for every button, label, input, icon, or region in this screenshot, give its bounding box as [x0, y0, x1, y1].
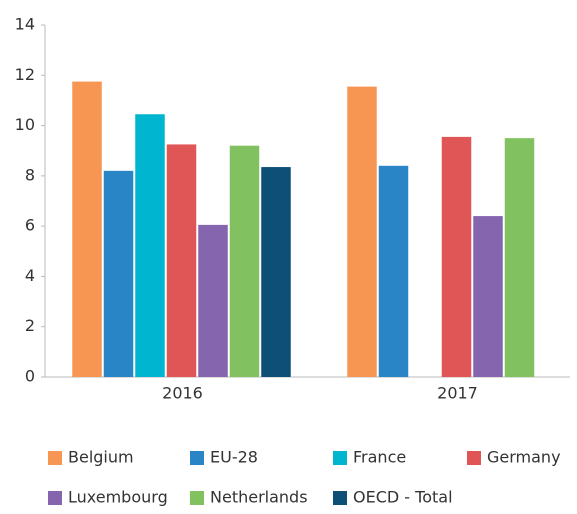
bar — [229, 145, 260, 377]
bar — [504, 138, 535, 377]
bar — [198, 224, 228, 377]
y-tick-label: 6 — [25, 216, 35, 235]
bar — [261, 167, 291, 377]
y-tick-label: 12 — [15, 65, 35, 84]
y-tick-label: 0 — [25, 367, 35, 386]
x-tick-label: 2016 — [162, 384, 203, 403]
bar — [135, 114, 165, 377]
bar — [166, 144, 197, 377]
y-tick-label: 10 — [15, 115, 35, 134]
legend-label: Luxembourg — [68, 488, 168, 507]
legend-swatch — [333, 491, 347, 505]
bar — [72, 81, 102, 378]
legend-label: EU-28 — [210, 448, 258, 467]
legend-swatch — [190, 451, 204, 465]
legend-label: Germany — [487, 448, 561, 467]
legend-swatch — [333, 451, 347, 465]
bar — [378, 165, 409, 377]
legend-swatch — [48, 451, 62, 465]
y-tick-label: 14 — [15, 15, 35, 34]
legend-label: Netherlands — [210, 488, 308, 507]
bar — [473, 216, 503, 377]
legend-swatch — [48, 491, 62, 505]
legend-label: OECD - Total — [353, 488, 453, 507]
y-tick-label: 4 — [25, 266, 35, 285]
legend-swatch — [190, 491, 204, 505]
bar — [347, 86, 377, 377]
x-tick-label: 2017 — [437, 384, 478, 403]
bar — [441, 136, 472, 377]
legend-label: Belgium — [68, 448, 134, 467]
y-tick-label: 8 — [25, 165, 35, 184]
y-tick-label: 2 — [25, 316, 35, 335]
legend-swatch — [467, 451, 481, 465]
bar — [103, 170, 134, 377]
legend-label: France — [353, 448, 406, 467]
